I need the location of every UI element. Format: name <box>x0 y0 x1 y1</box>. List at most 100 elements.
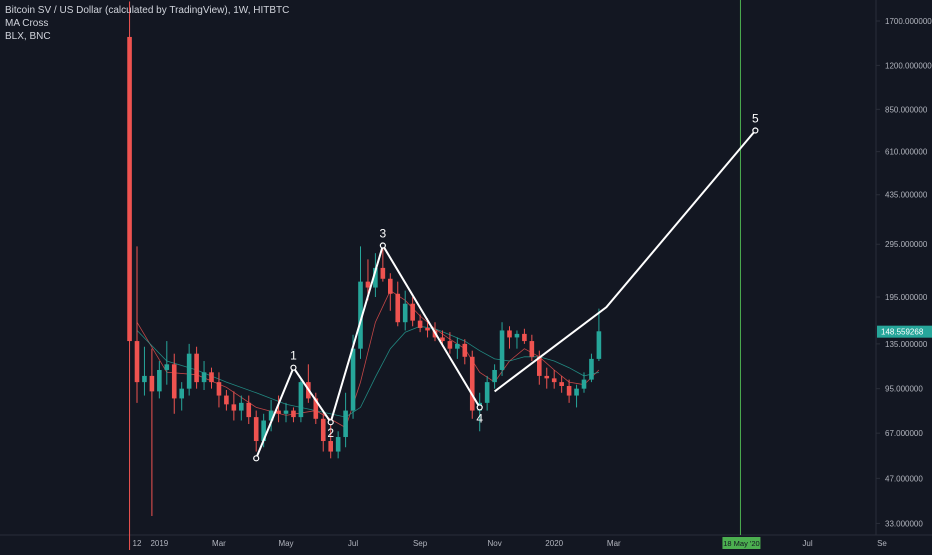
candle-body <box>373 267 378 288</box>
wave-target-path <box>493 129 757 393</box>
candle-body <box>343 410 348 438</box>
y-tick-label: 33.000000 <box>885 519 923 528</box>
candle-body <box>171 364 177 399</box>
candle-body <box>484 382 490 403</box>
y-tick-label: 295.000000 <box>885 240 928 249</box>
x-tick-label: May <box>278 539 293 548</box>
wave-label-2: 2 <box>327 426 334 440</box>
wave-point <box>476 404 483 411</box>
wave-label-4: 4 <box>476 411 483 425</box>
candle-body <box>261 420 266 442</box>
wave-point <box>379 242 386 249</box>
x-tick-label: Jul <box>348 539 358 548</box>
candle-body <box>231 404 237 411</box>
x-tick-label: 12 <box>133 539 142 548</box>
date-marker-badge <box>722 537 761 549</box>
candle-body <box>134 341 140 383</box>
candle-body <box>425 327 430 331</box>
candle-body <box>328 441 333 452</box>
candle-body <box>417 320 423 328</box>
candle-body <box>224 395 229 405</box>
candle-body <box>462 343 468 357</box>
x-tick-label: Se <box>877 539 887 548</box>
y-tick-label: 67.000000 <box>885 429 923 438</box>
chart-title[interactable]: Bitcoin SV / US Dollar (calculated by Tr… <box>5 5 290 16</box>
x-tick-label: 2020 <box>545 539 563 548</box>
candle-body <box>365 281 371 288</box>
candle-body <box>142 375 147 383</box>
candle-body <box>589 358 594 380</box>
wave-point <box>290 364 297 371</box>
indicator-ma-cross[interactable]: MA Cross <box>5 18 49 29</box>
candle-body <box>320 418 326 442</box>
indicator-blx-bnc[interactable]: BLX, BNC <box>5 31 51 42</box>
wave-label-1: 1 <box>290 349 297 363</box>
candle-body <box>402 303 408 323</box>
candle-body <box>164 364 170 370</box>
y-tick-label: 195.000000 <box>885 293 928 302</box>
candle-body <box>179 388 184 399</box>
candle-body <box>440 337 445 342</box>
candle-body <box>388 278 393 294</box>
candle-body <box>276 410 281 414</box>
candle-body <box>127 36 132 342</box>
wave-label-3: 3 <box>380 227 387 241</box>
current-price-label-bg <box>877 325 932 338</box>
candle-body <box>447 341 453 349</box>
y-tick-label: 610.000000 <box>885 148 928 157</box>
x-tick-label: 2019 <box>150 539 168 548</box>
candle-body <box>380 267 386 279</box>
candle-body <box>596 331 602 359</box>
x-tick-label: Jul <box>802 539 812 548</box>
y-tick-label: 1200.000000 <box>885 61 932 70</box>
y-tick-label: 850.000000 <box>885 105 928 114</box>
y-tick-label: 135.000000 <box>885 340 928 349</box>
candle-body <box>201 372 207 383</box>
candle-body <box>507 330 512 338</box>
date-marker-label: 18 May '20 <box>723 539 759 548</box>
candle-body <box>291 410 296 418</box>
candle-body <box>209 372 214 383</box>
candle-body <box>514 333 520 338</box>
candle-body <box>358 281 363 349</box>
candle-body <box>253 417 259 442</box>
candle-body <box>544 375 550 379</box>
candle-body <box>499 330 505 370</box>
candle-body <box>581 379 587 389</box>
wave-label-5: 5 <box>752 111 759 125</box>
candle-body <box>149 375 155 392</box>
x-tick-label: Sep <box>413 539 428 548</box>
current-price-label: 148.559268 <box>881 328 924 337</box>
candle-body <box>522 333 527 342</box>
candle-body <box>551 378 557 383</box>
candle-body <box>216 382 222 396</box>
x-tick-label: Nov <box>487 539 501 548</box>
candle-body <box>283 410 289 414</box>
candle-body <box>559 382 564 387</box>
y-tick-label: 95.000000 <box>885 385 923 394</box>
y-tick-label: 47.000000 <box>885 474 923 483</box>
wave-point <box>253 455 260 462</box>
candle-body <box>469 356 475 411</box>
candle-body <box>313 398 319 419</box>
candle-body <box>298 382 304 418</box>
candle-body <box>350 348 356 411</box>
candle-body <box>395 293 401 323</box>
candle-body <box>239 402 244 411</box>
wave-point <box>752 127 759 134</box>
candle-body <box>335 437 341 452</box>
wave-point <box>327 419 334 426</box>
candle-body <box>537 356 542 376</box>
candle-body <box>268 410 274 421</box>
candle-body <box>246 402 252 418</box>
candle-body <box>455 343 460 349</box>
candle-body <box>194 353 199 383</box>
x-tick-label: Mar <box>607 539 621 548</box>
y-tick-label: 1700.000000 <box>885 17 932 26</box>
x-tick-label: Mar <box>212 539 226 548</box>
candle-body <box>566 386 572 396</box>
candle-body <box>529 341 535 357</box>
legend: Bitcoin SV / US Dollar (calculated by Tr… <box>5 4 289 43</box>
